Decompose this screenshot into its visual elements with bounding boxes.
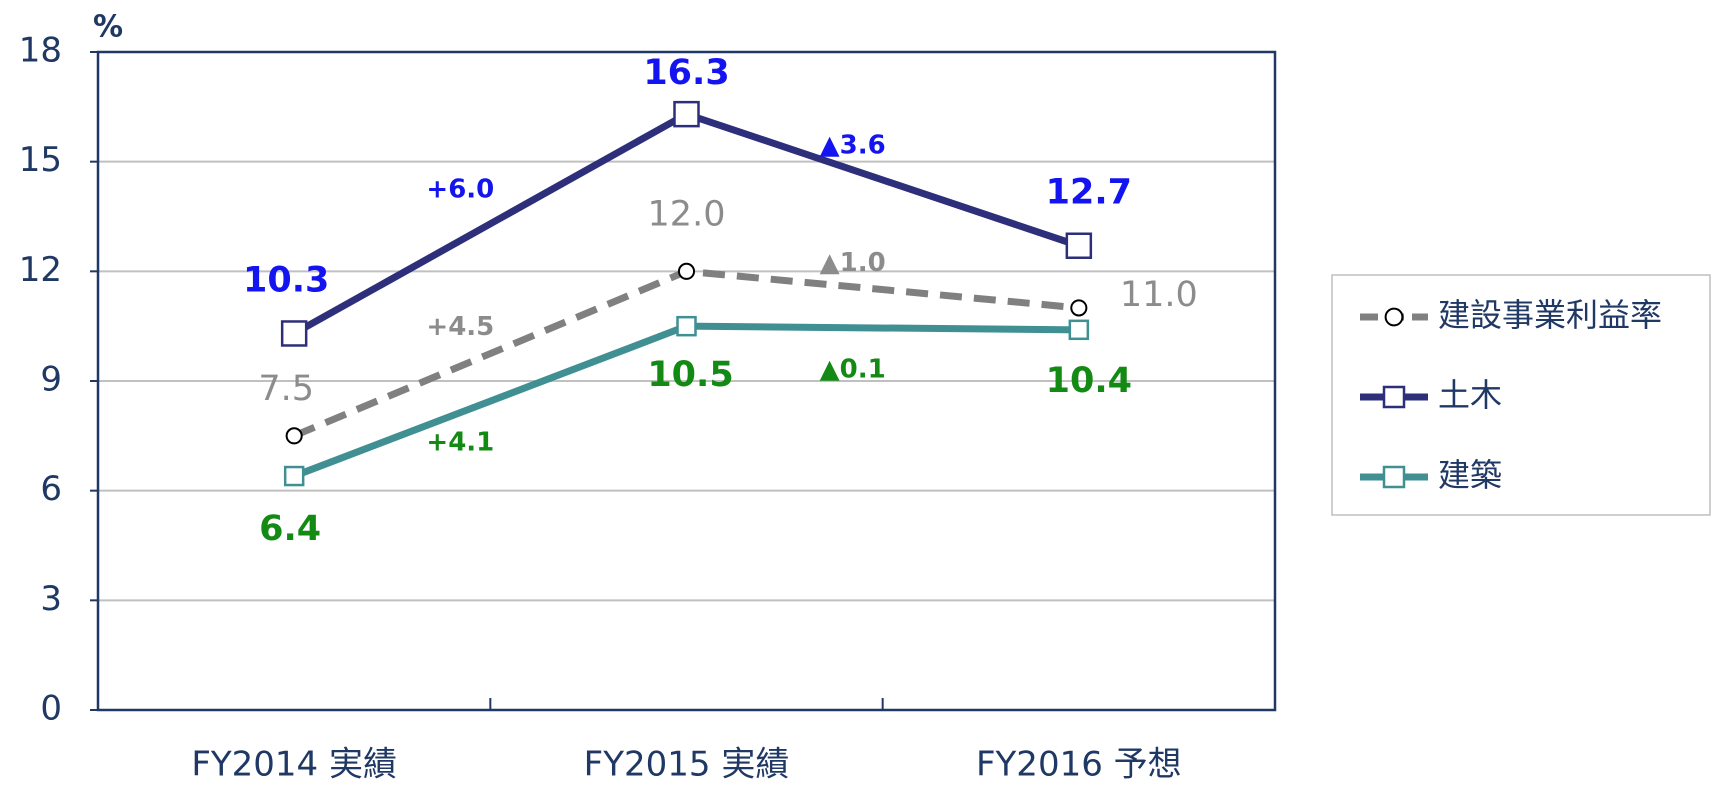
legend-marker	[1382, 465, 1406, 489]
marker	[283, 465, 305, 487]
x-tick-label: FY2015 実績	[584, 745, 790, 785]
y-tick-label: 0	[40, 689, 62, 729]
marker	[1070, 299, 1088, 317]
series-line	[292, 322, 1079, 480]
x-tick-label: FY2014 実績	[191, 745, 397, 785]
change-label: +6.0	[426, 174, 494, 204]
value-label: 12.7	[1046, 173, 1132, 213]
legend-label: 建設事業利益率	[1438, 296, 1662, 334]
y-tick-label: 12	[19, 250, 62, 290]
y-tick-label: 15	[19, 140, 62, 180]
marker	[673, 100, 700, 128]
legend-marker	[1384, 307, 1404, 327]
value-label: 6.4	[259, 509, 321, 549]
value-label: 10.4	[1046, 361, 1132, 401]
legend-marker	[1382, 385, 1406, 409]
value-label: 10.5	[647, 355, 733, 395]
legend-label: 建築	[1438, 456, 1502, 494]
marker	[285, 427, 303, 445]
series-line	[292, 267, 1080, 440]
value-label: 10.3	[243, 260, 329, 300]
x-tick-label: FY2016 予想	[976, 745, 1182, 785]
value-label: 7.5	[258, 369, 314, 409]
change-label: +4.5	[426, 312, 494, 342]
plot-border	[96, 50, 1277, 712]
value-label: 16.3	[643, 53, 729, 93]
marker	[1065, 232, 1093, 259]
marker	[1068, 319, 1090, 341]
change-label: ▲0.1	[820, 354, 886, 384]
marker	[677, 262, 696, 280]
change-label: ▲1.0	[820, 248, 886, 278]
y-unit-label: %	[93, 10, 123, 45]
change-label: +4.1	[426, 428, 494, 458]
y-tick-label: 18	[19, 31, 62, 71]
y-tick-label: 3	[40, 579, 62, 619]
marker	[676, 315, 697, 337]
value-label: 12.0	[648, 194, 726, 234]
marker	[280, 320, 308, 347]
value-label: 11.0	[1120, 275, 1198, 315]
legend-label: 土木	[1438, 376, 1502, 414]
change-label: ▲3.6	[820, 130, 886, 160]
y-tick-label: 9	[40, 360, 62, 400]
y-tick-label: 6	[40, 469, 62, 509]
